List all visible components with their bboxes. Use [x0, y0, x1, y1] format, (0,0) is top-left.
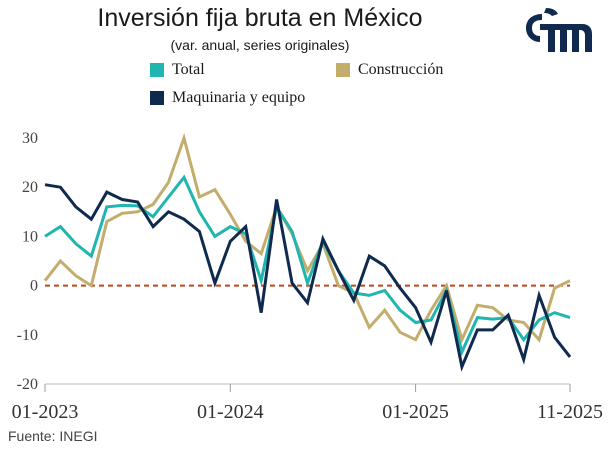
- legend-item-maquinaria: Maquinaria y equipo: [150, 89, 305, 107]
- chart-title: Inversión fija bruta en México: [97, 4, 423, 32]
- source-note: Fuente: INEGI: [8, 428, 98, 444]
- y-tick-label: 0: [30, 278, 38, 295]
- total-series-line: [44, 174, 571, 357]
- maquinaria-series-line: [44, 183, 572, 372]
- legend-label-construccion: Construcción: [358, 61, 444, 78]
- y-tick-label: 10: [22, 228, 38, 245]
- brand-logo-icon: [526, 8, 592, 52]
- x-tick-label: 01-2024: [197, 401, 264, 423]
- x-tick-label: 01-2023: [12, 401, 79, 423]
- y-tick-label: 30: [22, 130, 38, 147]
- chart-subtitle: (var. anual, series originales): [170, 37, 350, 53]
- legend-swatch-construccion: [336, 63, 350, 77]
- legend-item-construccion: Construcción: [336, 61, 443, 79]
- legend-swatch-total: [150, 63, 164, 77]
- construccion-series-line: [43, 132, 571, 345]
- legend-label-maquinaria: Maquinaria y equipo: [172, 89, 306, 106]
- y-tick-label: -10: [17, 327, 38, 344]
- y-tick-label: 20: [22, 179, 38, 196]
- legend-item-total: Total: [150, 61, 205, 79]
- legend-swatch-maquinaria: [150, 91, 164, 105]
- x-tick-label: 11-2025: [537, 401, 603, 423]
- y-tick-label: -20: [17, 376, 38, 393]
- legend-label-total: Total: [172, 61, 205, 78]
- x-tick-label: 01-2025: [382, 401, 449, 423]
